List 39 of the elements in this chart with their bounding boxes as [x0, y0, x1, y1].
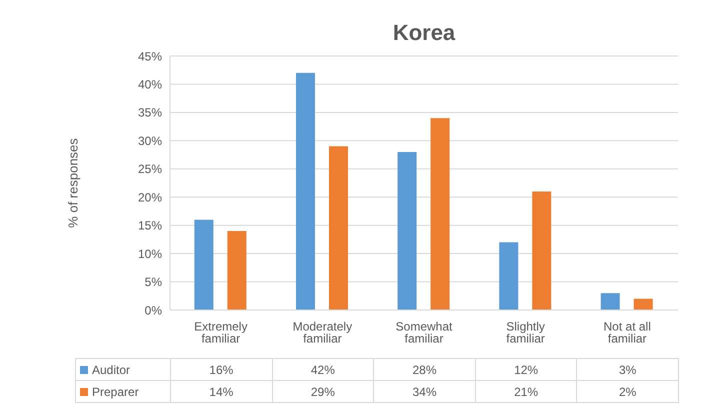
data-label: 34% — [374, 380, 476, 402]
y-tick-label: 0% — [144, 303, 162, 318]
chart-title: Korea — [392, 20, 456, 46]
x-tick-label: Slightly familiar — [506, 320, 545, 346]
bar — [227, 230, 246, 310]
data-label: 3% — [576, 358, 678, 380]
y-tick-label: 5% — [144, 275, 162, 290]
legend-label: Preparer — [76, 380, 170, 402]
data-label: 2% — [576, 380, 678, 402]
y-tick-label: 30% — [138, 134, 162, 148]
bar — [430, 118, 450, 310]
data-label: 12% — [475, 358, 577, 380]
y-tick-label: 40% — [138, 77, 162, 92]
y-axis-title: % of responses — [66, 138, 81, 228]
x-tick-label: Moderately familiar — [292, 320, 352, 346]
y-tick-label: 20% — [138, 190, 162, 204]
y-tick-label: 10% — [138, 246, 162, 261]
data-label: 16% — [170, 358, 272, 380]
bar — [634, 298, 653, 310]
data-label: 21% — [475, 380, 577, 402]
bar — [328, 146, 348, 310]
data-label: 29% — [272, 380, 374, 402]
y-tick-label: 35% — [138, 106, 162, 120]
bar — [532, 191, 552, 310]
data-label: 14% — [170, 380, 272, 402]
bar — [398, 152, 417, 310]
bar — [194, 220, 214, 310]
x-tick-label: Extremely familiar — [194, 320, 248, 346]
data-label: 42% — [272, 358, 374, 380]
legend-label: Auditor — [76, 358, 170, 380]
data-label: 28% — [374, 358, 476, 380]
y-tick-label: 45% — [138, 49, 162, 64]
x-tick-label: Somewhat familiar — [396, 320, 454, 346]
bar — [499, 242, 518, 310]
bar — [296, 72, 315, 310]
bar — [600, 293, 620, 310]
x-tick-label: Not at all familiar — [604, 320, 651, 346]
y-tick-label: 25% — [138, 162, 162, 176]
y-tick-label: 15% — [138, 218, 162, 233]
